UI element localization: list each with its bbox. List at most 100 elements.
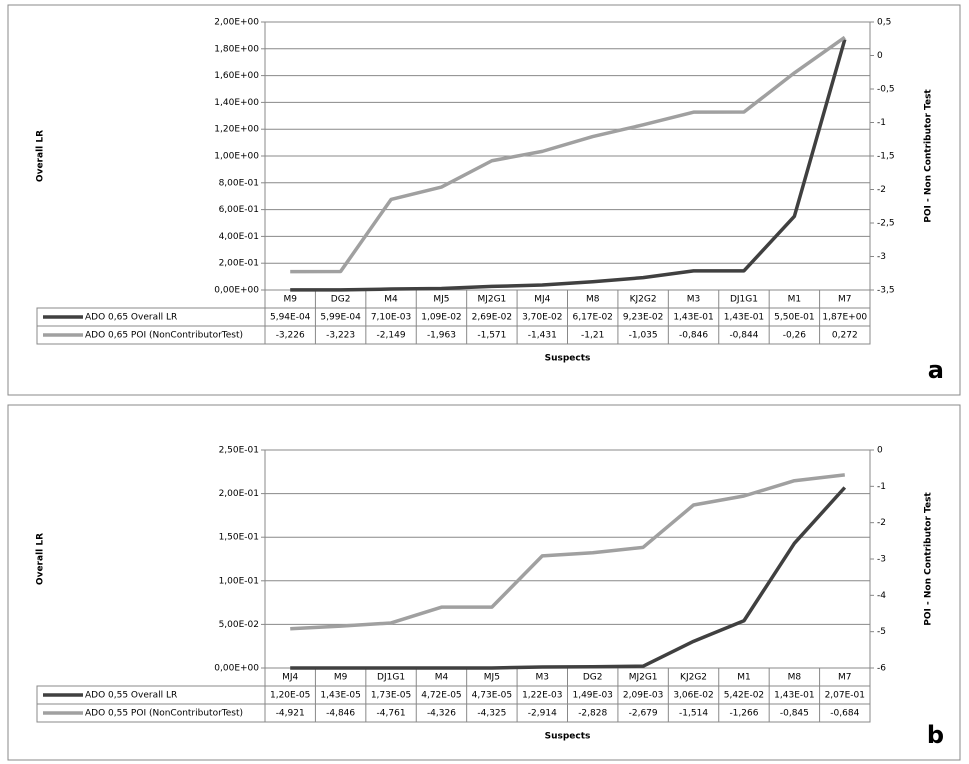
y-tick-label: 0,00E+00	[214, 664, 259, 674]
y2-tick-label: -1,5	[877, 152, 895, 162]
panel-label: b	[927, 721, 944, 749]
y-tick-label: 0,00E+00	[214, 286, 259, 296]
x-tick-label: DG2	[583, 673, 603, 683]
data-label: 1,49E-03	[572, 691, 612, 701]
y-axis-title: Overall LR	[36, 130, 46, 182]
y-tick-label: 2,00E-01	[219, 489, 259, 499]
data-label: 1,09E-02	[421, 313, 461, 323]
y2-tick-label: 0	[877, 446, 883, 456]
y-tick-label: 1,50E-01	[219, 533, 259, 543]
y2-tick-label: -2	[877, 518, 886, 528]
y-tick-label: 4,00E-01	[219, 232, 259, 242]
legend-label: ADO 0,65 Overall LR	[85, 313, 177, 323]
x-tick-label: MJ5	[484, 673, 500, 683]
data-label: 1,43E-01	[724, 313, 764, 323]
data-label: -0,846	[679, 331, 708, 341]
y-tick-label: 1,60E+00	[214, 71, 259, 81]
y2-tick-label: -0,5	[877, 85, 895, 95]
y-tick-label: 1,00E+00	[214, 152, 259, 162]
y2-tick-label: -3,5	[877, 286, 895, 296]
data-label: -4,761	[377, 709, 406, 719]
x-tick-label: M8	[586, 295, 600, 305]
y-tick-label: 6,00E-01	[219, 205, 259, 215]
data-label: -1,266	[729, 709, 758, 719]
data-label: 7,10E-03	[371, 313, 411, 323]
data-label: 5,42E-02	[724, 691, 764, 701]
data-label: 1,22E-03	[522, 691, 562, 701]
data-label: 1,43E-01	[673, 313, 713, 323]
data-label: -4,921	[276, 709, 305, 719]
y2-axis-title: POI - Non Contributor Test	[924, 492, 934, 626]
y2-axis-title: POI - Non Contributor Test	[924, 89, 934, 223]
chart-frame	[7, 4, 961, 396]
series-line	[290, 38, 847, 292]
x-tick-label: M7	[838, 673, 852, 683]
x-tick-label: M1	[737, 673, 751, 683]
data-label: -0,684	[830, 709, 859, 719]
y2-tick-label: -3	[877, 252, 886, 262]
x-axis-title: Suspects	[545, 354, 591, 364]
y2-tick-label: 0,5	[877, 18, 891, 28]
series-line	[290, 35, 846, 274]
x-tick-label: M1	[788, 295, 802, 305]
y2-tick-label: -1	[877, 118, 886, 128]
x-tick-label: MJ5	[433, 295, 449, 305]
data-label: -1,21	[581, 331, 604, 341]
y2-tick-label: -2,5	[877, 219, 895, 229]
series-line	[290, 473, 845, 631]
y-tick-label: 1,40E+00	[214, 98, 259, 108]
data-label: -1,571	[477, 331, 506, 341]
data-label: 5,99E-04	[320, 313, 361, 323]
y2-tick-label: -2	[877, 185, 886, 195]
series-line	[290, 486, 847, 670]
y-tick-label: 1,00E-01	[219, 576, 259, 586]
x-axis-title: Suspects	[545, 732, 591, 742]
data-label: -4,325	[477, 709, 506, 719]
data-label: 1,43E-05	[320, 691, 360, 701]
x-tick-label: MJ2G1	[477, 295, 506, 305]
y-tick-label: 2,00E+00	[214, 18, 259, 28]
y-tick-label: 5,00E-02	[219, 620, 259, 630]
data-label: -2,679	[629, 709, 658, 719]
x-tick-label: M7	[838, 295, 852, 305]
data-label: 2,09E-03	[623, 691, 663, 701]
x-tick-label: KJ2G2	[630, 295, 657, 305]
legend-label: ADO 0,65 POI (NonContributorTest)	[85, 331, 243, 341]
data-label: -0,845	[780, 709, 809, 719]
data-label: -1,963	[427, 331, 456, 341]
data-label: -4,846	[326, 709, 355, 719]
x-tick-label: M4	[384, 295, 398, 305]
x-tick-label: DJ1G1	[730, 295, 758, 305]
data-label: 3,06E-02	[673, 691, 713, 701]
data-label: -0,844	[729, 331, 758, 341]
data-label: -2,828	[578, 709, 607, 719]
data-label: -2,914	[528, 709, 557, 719]
panel-label: a	[928, 356, 944, 384]
data-label: 1,73E-05	[371, 691, 411, 701]
x-tick-label: M9	[334, 673, 348, 683]
y-tick-label: 1,80E+00	[214, 44, 259, 54]
data-label: 1,43E-01	[774, 691, 814, 701]
data-label: 1,87E+00	[822, 313, 867, 323]
legend-label: ADO 0,55 POI (NonContributorTest)	[85, 709, 243, 719]
y-axis-title: Overall LR	[36, 533, 46, 585]
data-label: 0,272	[832, 331, 858, 341]
data-label: -2,149	[377, 331, 406, 341]
x-tick-label: DG2	[331, 295, 351, 305]
data-label: 4,72E-05	[421, 691, 461, 701]
y2-tick-label: -6	[877, 664, 886, 674]
y-tick-label: 8,00E-01	[219, 178, 259, 188]
y2-tick-label: -1	[877, 482, 886, 492]
y-tick-label: 2,00E-01	[219, 259, 259, 269]
legend-label: ADO 0,55 Overall LR	[85, 691, 177, 701]
y2-tick-label: -4	[877, 591, 886, 601]
x-tick-label: M9	[283, 295, 297, 305]
data-label: 5,50E-01	[774, 313, 814, 323]
y-tick-label: 2,50E-01	[219, 446, 259, 456]
data-label: -1,035	[629, 331, 658, 341]
data-label: -1,431	[528, 331, 557, 341]
y-tick-label: 1,20E+00	[214, 125, 259, 135]
y2-tick-label: 0	[877, 51, 883, 61]
x-tick-label: KJ2G2	[680, 673, 707, 683]
